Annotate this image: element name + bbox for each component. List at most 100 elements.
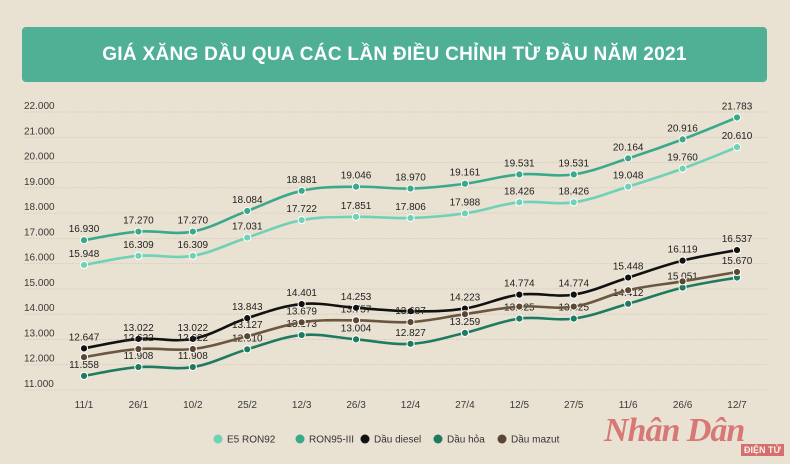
- legend-marker: [497, 434, 507, 444]
- data-point: [243, 332, 252, 341]
- data-point: [406, 307, 415, 316]
- data-label: 13.687: [395, 306, 426, 317]
- data-label: 18.881: [286, 175, 317, 186]
- logo-main-text: Nhân Dân: [604, 412, 745, 449]
- legend-marker: [360, 434, 370, 444]
- data-point: [515, 302, 524, 311]
- data-point: [460, 179, 470, 188]
- data-point: [732, 143, 742, 152]
- data-label: 19.161: [450, 168, 481, 179]
- data-label: 19.046: [341, 171, 372, 182]
- data-label: 13.843: [232, 302, 263, 313]
- data-point: [460, 209, 470, 218]
- x-tick-label: 25/2: [238, 400, 258, 411]
- title-banner: GIÁ XĂNG DẦU QUA CÁC LẦN ĐIỀU CHỈNH TỪ Đ…: [22, 27, 767, 82]
- data-point: [624, 286, 633, 295]
- data-label: 19.531: [504, 158, 535, 169]
- data-label: 15.670: [722, 256, 753, 267]
- data-point: [297, 299, 306, 309]
- data-point: [515, 198, 524, 207]
- x-tick-label: 12/5: [510, 400, 530, 411]
- data-label: 16.119: [668, 245, 698, 256]
- data-point: [624, 273, 633, 282]
- data-point: [297, 330, 306, 340]
- data-label: 14.774: [504, 279, 535, 290]
- data-point: [406, 213, 415, 223]
- data-label: 11.908: [123, 351, 153, 362]
- y-tick-label: 13.000: [24, 328, 55, 339]
- data-point: [460, 328, 470, 338]
- newspaper-logo: Nhân Dân ĐIỆN TỬ: [604, 412, 784, 462]
- data-label: 19.048: [613, 171, 644, 182]
- legend-marker: [433, 434, 443, 444]
- data-point: [624, 182, 633, 191]
- data-label: 13.022: [178, 323, 209, 334]
- data-label: 20.610: [722, 131, 753, 142]
- x-tick-label: 26/6: [673, 400, 693, 411]
- data-point: [297, 186, 306, 195]
- data-point: [569, 314, 578, 323]
- logo-sub-text: ĐIỆN TỬ: [741, 444, 784, 456]
- data-point: [134, 334, 143, 343]
- data-point: [134, 227, 143, 236]
- data-label: 11.908: [178, 351, 208, 362]
- data-label: 19.760: [667, 153, 698, 164]
- data-label: 13.004: [341, 323, 372, 334]
- x-tick-label: 27/4: [455, 400, 475, 411]
- legend-label: E5 RON92: [227, 435, 276, 446]
- data-point: [406, 184, 415, 193]
- data-label: 18.426: [504, 186, 535, 197]
- data-point: [134, 344, 143, 354]
- x-tick-label: 11/6: [619, 400, 638, 411]
- data-point: [569, 290, 578, 299]
- data-label: 14.253: [341, 292, 372, 303]
- data-point: [297, 216, 306, 225]
- data-label: 13.022: [123, 323, 154, 334]
- data-point: [79, 260, 89, 270]
- data-point: [243, 314, 252, 323]
- x-tick-label: 27/5: [564, 400, 584, 411]
- legend-label: Dầu hỏa: [447, 434, 485, 446]
- data-point: [351, 335, 361, 344]
- data-label: 12.827: [395, 328, 426, 339]
- data-point: [678, 135, 687, 144]
- data-point: [569, 302, 578, 311]
- data-label: 13.757: [341, 304, 372, 315]
- y-tick-label: 21.000: [24, 126, 55, 137]
- data-label: 15.051: [667, 272, 698, 283]
- legend-label: RON95-III: [309, 435, 354, 446]
- legend-label: Dầu diesel: [374, 434, 421, 446]
- data-point: [79, 344, 89, 353]
- data-point: [406, 317, 415, 327]
- data-point: [515, 290, 524, 299]
- x-tick-label: 26/3: [346, 400, 366, 411]
- data-point: [732, 245, 742, 255]
- data-point: [188, 227, 197, 236]
- data-label: 12.622: [123, 333, 154, 344]
- data-label: 17.806: [395, 202, 426, 213]
- data-point: [188, 362, 197, 372]
- legend-marker: [295, 434, 305, 444]
- data-label: 16.309: [178, 240, 209, 251]
- data-label: 18.084: [232, 195, 263, 206]
- data-point: [134, 362, 143, 372]
- data-label: 20.916: [667, 123, 698, 134]
- data-label: 15.948: [69, 249, 100, 260]
- data-point: [678, 277, 687, 286]
- data-point: [678, 164, 687, 173]
- data-point: [134, 251, 143, 260]
- data-label: 18.970: [395, 173, 426, 184]
- x-tick-label: 12/4: [401, 400, 421, 411]
- data-label: 21.783: [722, 101, 753, 112]
- chart-title: GIÁ XĂNG DẦU QUA CÁC LẦN ĐIỀU CHỈNH TỪ Đ…: [102, 43, 687, 65]
- y-tick-label: 20.000: [24, 152, 55, 163]
- data-label: 16.309: [123, 240, 154, 251]
- data-point: [460, 310, 470, 319]
- data-label: 17.722: [286, 204, 317, 215]
- x-tick-label: 12/7: [727, 400, 747, 411]
- data-point: [243, 345, 252, 354]
- data-point: [243, 206, 252, 216]
- x-tick-label: 10/2: [183, 400, 203, 411]
- y-tick-label: 15.000: [24, 278, 55, 289]
- x-tick-label: 26/1: [129, 400, 149, 411]
